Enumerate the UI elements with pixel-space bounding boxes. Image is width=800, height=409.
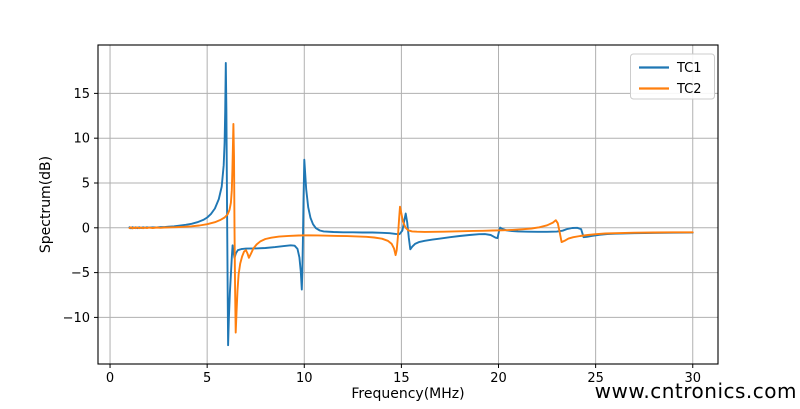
y-tick-label-10: 10 <box>73 132 90 147</box>
x-tick-label-30: 30 <box>684 371 701 386</box>
y-tick-label-0: 0 <box>82 221 90 236</box>
y-tick-label--10: −10 <box>63 311 90 326</box>
x-tick-label-25: 25 <box>587 371 604 386</box>
legend-label-tc2: TC2 <box>676 82 702 97</box>
series-lines <box>128 61 694 347</box>
x-tick-label-20: 20 <box>490 371 507 386</box>
series-tc1-line <box>128 61 694 347</box>
y-tick-label-15: 15 <box>73 87 90 102</box>
legend-label-tc1: TC1 <box>676 61 702 76</box>
plot-frame <box>97 44 719 365</box>
x-tick-label-10: 10 <box>296 371 313 386</box>
y-axis-label: Spectrum(dB) <box>38 156 54 253</box>
series-tc2-line <box>128 122 694 334</box>
legend-frame <box>630 53 715 100</box>
x-axis-label: Frequency(MHz) <box>351 386 464 402</box>
x-tick-label-15: 15 <box>393 371 410 386</box>
y-tick-label--5: −5 <box>71 266 90 281</box>
x-tick-label-5: 5 <box>203 371 211 386</box>
watermark: www.cntronics.com <box>595 379 797 403</box>
axis-ticks: 0 5 10 15 20 25 30 −10 −5 0 5 10 15 <box>63 87 701 386</box>
y-tick-label-5: 5 <box>82 176 90 191</box>
x-tick-label-0: 0 <box>106 371 114 386</box>
legend: TC1 TC2 <box>630 53 715 100</box>
